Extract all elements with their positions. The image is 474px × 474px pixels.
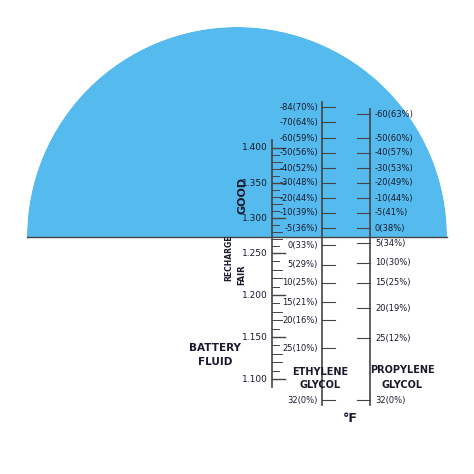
- Text: -30(48%): -30(48%): [279, 179, 318, 188]
- Text: 20(19%): 20(19%): [375, 303, 410, 312]
- Text: °F: °F: [343, 411, 357, 425]
- Text: ETHYLENE: ETHYLENE: [292, 367, 348, 377]
- Text: 25(10%): 25(10%): [283, 344, 318, 353]
- Text: -60(63%): -60(63%): [375, 109, 414, 118]
- Text: 32(0%): 32(0%): [375, 395, 405, 404]
- Text: -5(36%): -5(36%): [284, 224, 318, 233]
- Text: GLYCOL: GLYCOL: [382, 380, 422, 390]
- Text: -5(41%): -5(41%): [375, 209, 408, 218]
- Text: -50(60%): -50(60%): [375, 134, 414, 143]
- Text: 25(12%): 25(12%): [375, 334, 410, 343]
- Circle shape: [27, 27, 447, 447]
- Text: 5(34%): 5(34%): [375, 238, 405, 247]
- Text: 10(25%): 10(25%): [283, 279, 318, 288]
- Text: 1.400: 1.400: [242, 144, 268, 153]
- Text: -50(56%): -50(56%): [279, 148, 318, 157]
- Text: 15(25%): 15(25%): [375, 279, 410, 288]
- Text: 1.150: 1.150: [242, 332, 268, 341]
- Polygon shape: [27, 27, 447, 237]
- Text: -10(39%): -10(39%): [279, 209, 318, 218]
- Text: -20(49%): -20(49%): [375, 179, 413, 188]
- Text: -30(53%): -30(53%): [375, 164, 414, 173]
- Text: 10(30%): 10(30%): [375, 258, 410, 267]
- Text: 1.350: 1.350: [242, 179, 268, 188]
- Text: -84(70%): -84(70%): [279, 102, 318, 111]
- Text: GLYCOL: GLYCOL: [300, 380, 340, 390]
- Text: 1.200: 1.200: [242, 291, 268, 300]
- Text: -70(64%): -70(64%): [279, 118, 318, 127]
- Text: 15(21%): 15(21%): [283, 298, 318, 307]
- Text: 32(0%): 32(0%): [288, 395, 318, 404]
- Text: -40(52%): -40(52%): [280, 164, 318, 173]
- Text: -60(59%): -60(59%): [279, 134, 318, 143]
- Text: RECHARGE: RECHARGE: [225, 235, 234, 281]
- Text: -40(57%): -40(57%): [375, 148, 414, 157]
- Text: 0(33%): 0(33%): [288, 240, 318, 249]
- Text: 20(16%): 20(16%): [283, 316, 318, 325]
- Text: -10(44%): -10(44%): [375, 193, 413, 202]
- Text: GOOD: GOOD: [238, 176, 248, 214]
- Text: BATTERY
FLUID: BATTERY FLUID: [189, 343, 241, 366]
- Text: 0(38%): 0(38%): [375, 224, 405, 233]
- Text: PROPYLENE: PROPYLENE: [370, 365, 434, 375]
- Text: FAIR: FAIR: [237, 264, 246, 285]
- Text: 5(29%): 5(29%): [288, 261, 318, 270]
- Text: 1.250: 1.250: [242, 248, 268, 257]
- Text: 1.300: 1.300: [242, 213, 268, 222]
- Text: -20(44%): -20(44%): [280, 193, 318, 202]
- Text: 1.100: 1.100: [242, 374, 268, 383]
